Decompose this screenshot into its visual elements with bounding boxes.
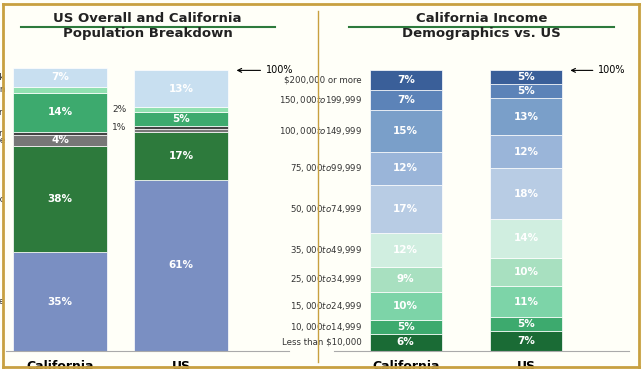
Bar [370, 320, 442, 334]
Bar [134, 132, 229, 180]
Text: 11%: 11% [514, 297, 539, 307]
Text: $15,000 to $24,999: $15,000 to $24,999 [290, 300, 362, 312]
Bar [13, 252, 107, 351]
Text: $25,000 to $34,999: $25,000 to $34,999 [290, 273, 362, 285]
Bar [490, 168, 562, 219]
Title: US Overall and California
Population Breakdown: US Overall and California Population Bre… [53, 12, 242, 40]
Text: $100,000 to $149,999: $100,000 to $149,999 [279, 125, 362, 137]
Bar [490, 286, 562, 317]
Text: 17%: 17% [169, 151, 194, 161]
Text: Multi Race: Multi Race [0, 136, 5, 145]
Bar [134, 129, 229, 132]
Bar [134, 107, 229, 113]
Text: 5%: 5% [517, 319, 535, 329]
Bar [134, 113, 229, 127]
Text: 14%: 14% [48, 107, 73, 117]
Bar [13, 135, 107, 146]
Text: Native American: Native American [0, 86, 5, 94]
Text: 6%: 6% [397, 337, 415, 347]
Bar [134, 70, 229, 107]
Bar [490, 331, 562, 351]
Bar [490, 135, 562, 168]
Text: 12%: 12% [394, 163, 418, 173]
Text: $10,000 to $14,999: $10,000 to $14,999 [290, 321, 362, 333]
Bar [490, 219, 562, 258]
Text: 9%: 9% [397, 274, 415, 284]
Text: 7%: 7% [51, 72, 69, 82]
Bar [134, 180, 229, 351]
Text: Asian: Asian [0, 108, 5, 117]
Text: Less than $10,000: Less than $10,000 [282, 338, 362, 346]
Text: 5%: 5% [173, 114, 190, 124]
Title: California Income
Demographics vs. US: California Income Demographics vs. US [402, 12, 561, 40]
Text: Hawaiian: Hawaiian [0, 129, 5, 138]
Text: 100%: 100% [571, 65, 626, 75]
Text: 1%: 1% [112, 123, 126, 132]
Bar [370, 110, 442, 152]
Text: 61%: 61% [169, 260, 194, 270]
Bar [13, 93, 107, 132]
Text: 5%: 5% [517, 86, 535, 96]
Bar [13, 87, 107, 93]
Bar [370, 334, 442, 351]
Text: 4%: 4% [51, 135, 69, 145]
Text: 18%: 18% [514, 189, 539, 199]
Bar [370, 90, 442, 110]
Text: $35,000 to $49,999: $35,000 to $49,999 [290, 244, 362, 256]
Text: 15%: 15% [394, 125, 418, 136]
Text: Black: Black [0, 73, 5, 82]
Text: 12%: 12% [394, 245, 418, 255]
Bar [370, 185, 442, 233]
Text: Hispanic: Hispanic [0, 195, 5, 204]
Bar [490, 317, 562, 331]
Bar [13, 68, 107, 87]
Bar [370, 292, 442, 320]
Text: $200,000 or more: $200,000 or more [284, 76, 362, 85]
Text: 17%: 17% [393, 204, 419, 214]
Text: 38%: 38% [48, 194, 73, 204]
Text: 2%: 2% [112, 105, 126, 114]
Bar [134, 127, 229, 129]
Text: 35%: 35% [48, 297, 73, 307]
Bar [13, 132, 107, 135]
Text: 5%: 5% [397, 322, 415, 332]
Bar [490, 258, 562, 286]
Text: 14%: 14% [514, 234, 539, 244]
Bar [490, 70, 562, 85]
Bar [490, 99, 562, 135]
Text: $150,000 to $199,999: $150,000 to $199,999 [279, 94, 362, 106]
Text: 10%: 10% [394, 301, 418, 311]
Text: 7%: 7% [397, 75, 415, 85]
Text: 13%: 13% [514, 111, 539, 122]
Text: $75,000 to $99,999: $75,000 to $99,999 [290, 162, 362, 175]
Bar [490, 85, 562, 99]
Bar [370, 233, 442, 266]
Text: White: White [0, 297, 5, 306]
Text: 7%: 7% [397, 95, 415, 105]
Text: $50,000 to $74,999: $50,000 to $74,999 [290, 203, 362, 215]
Text: 7%: 7% [517, 336, 535, 346]
Bar [370, 152, 442, 185]
Text: 100%: 100% [238, 65, 293, 75]
Text: 5%: 5% [517, 72, 535, 82]
Bar [370, 266, 442, 292]
Text: 12%: 12% [514, 146, 539, 156]
Text: 13%: 13% [169, 84, 194, 94]
Bar [13, 146, 107, 252]
Text: 10%: 10% [514, 267, 539, 277]
Bar [370, 70, 442, 90]
